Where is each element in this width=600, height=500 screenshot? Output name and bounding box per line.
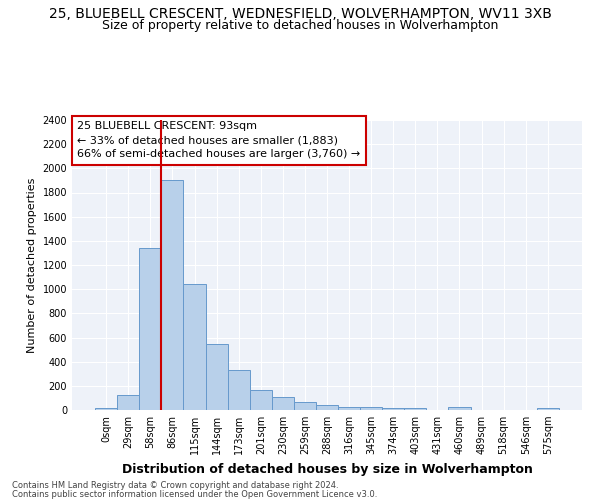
Bar [448, 407, 470, 410]
Bar [250, 390, 272, 410]
Bar [206, 344, 227, 410]
Y-axis label: Number of detached properties: Number of detached properties [27, 178, 37, 352]
Bar [360, 407, 382, 410]
Text: 25 BLUEBELL CRESCENT: 93sqm
← 33% of detached houses are smaller (1,883)
66% of : 25 BLUEBELL CRESCENT: 93sqm ← 33% of det… [77, 122, 361, 160]
Bar [161, 180, 184, 410]
Bar [272, 396, 294, 410]
Bar [117, 395, 139, 410]
Bar [294, 402, 316, 410]
Bar [382, 408, 404, 410]
Text: 25, BLUEBELL CRESCENT, WEDNESFIELD, WOLVERHAMPTON, WV11 3XB: 25, BLUEBELL CRESCENT, WEDNESFIELD, WOLV… [49, 8, 551, 22]
Text: Contains public sector information licensed under the Open Government Licence v3: Contains public sector information licen… [12, 490, 377, 499]
Text: Contains HM Land Registry data © Crown copyright and database right 2024.: Contains HM Land Registry data © Crown c… [12, 481, 338, 490]
Text: Distribution of detached houses by size in Wolverhampton: Distribution of detached houses by size … [122, 462, 532, 475]
Bar [537, 408, 559, 410]
Bar [316, 406, 338, 410]
Bar [139, 248, 161, 410]
Bar [404, 408, 427, 410]
Bar [227, 370, 250, 410]
Bar [95, 408, 117, 410]
Text: Size of property relative to detached houses in Wolverhampton: Size of property relative to detached ho… [102, 19, 498, 32]
Bar [338, 406, 360, 410]
Bar [184, 284, 206, 410]
